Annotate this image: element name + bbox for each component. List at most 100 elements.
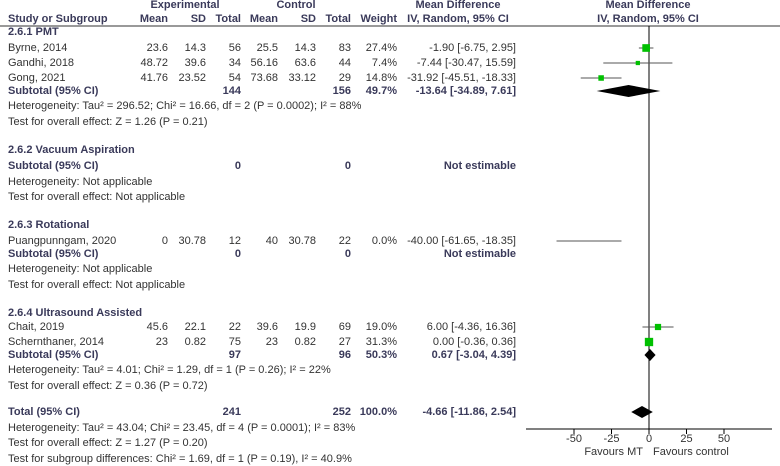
subtotal-md-ci: -13.64 [-34.89, 7.61] — [415, 85, 516, 97]
study-exp-mean: 23.6 — [146, 42, 168, 54]
header-md-method: IV, Random, 95% CI — [407, 13, 509, 25]
study-exp-mean: 0 — [161, 235, 168, 247]
study-exp-sd: 30.78 — [178, 235, 206, 247]
study-ctl-mean: 73.68 — [250, 72, 278, 84]
subgroup-title: 2.6.1 PMT — [8, 26, 59, 38]
study-ctl-mean: 23 — [265, 336, 278, 348]
study-md-ci: 6.00 [-4.36, 16.36] — [426, 321, 516, 333]
header-exp-mean: Mean — [139, 13, 168, 25]
study-md-ci: -40.00 [-61.65, -18.35] — [407, 235, 516, 247]
study-exp-sd: 22.1 — [184, 321, 206, 333]
subtotal-md-ci: Not estimable — [443, 248, 516, 260]
overall-effect-text: Test for overall effect: Z = 1.26 (P = 0… — [8, 116, 208, 128]
subtotal-ctl-total: 156 — [332, 85, 351, 97]
study-ctl-mean: 56.16 — [250, 57, 278, 69]
header-ctl-mean: Mean — [249, 13, 278, 25]
header-mean-difference: Mean Difference — [415, 0, 501, 11]
subgroup-title: 2.6.2 Vacuum Aspiration — [8, 144, 135, 156]
study-name: Puangpunngam, 2020 — [8, 235, 117, 247]
study-name: Schernthaner, 2014 — [8, 336, 105, 348]
heterogeneity-text: Heterogeneity: Not applicable — [8, 176, 153, 188]
subtotal-exp-total: 97 — [228, 349, 241, 361]
total-overall-effect-text: Test for overall effect: Z = 1.27 (P = 0… — [8, 437, 208, 449]
study-exp-total: 75 — [228, 336, 241, 348]
study-exp-mean: 41.76 — [140, 72, 168, 84]
subgroup-title: 2.6.3 Rotational — [8, 219, 90, 231]
heterogeneity-text: Heterogeneity: Not applicable — [8, 263, 153, 275]
study-exp-total: 12 — [228, 235, 241, 247]
study-md-ci: -1.90 [-6.75, 2.95] — [429, 42, 516, 54]
study-ctl-total: 27 — [338, 336, 351, 348]
study-ctl-total: 83 — [338, 42, 351, 54]
header-ctl-sd: SD — [300, 13, 316, 25]
subtotal-ctl-total: 0 — [344, 160, 351, 172]
study-name: Chait, 2019 — [8, 321, 65, 333]
subtotal-ctl-total: 96 — [338, 349, 351, 361]
favours-right-label: Favours control — [653, 446, 729, 458]
subgroup-differences-text: Test for subgroup differences: Chi² = 1.… — [8, 453, 352, 465]
study-ctl-total: 69 — [338, 321, 351, 333]
study-weight: 31.3% — [365, 336, 397, 348]
study-weight: 27.4% — [365, 42, 397, 54]
header-plot-method: IV, Random, 95% CI — [597, 13, 699, 25]
x-tick-label: 50 — [717, 433, 731, 445]
header-exp-sd: SD — [190, 13, 206, 25]
study-ctl-total: 29 — [338, 72, 351, 84]
study-md-ci: -31.92 [-45.51, -18.33] — [407, 72, 516, 84]
study-exp-total: 22 — [228, 321, 241, 333]
study-md-ci: 0.00 [-0.36, 0.36] — [432, 336, 516, 348]
study-exp-mean: 45.6 — [146, 321, 168, 333]
study-ctl-mean: 40 — [265, 235, 278, 247]
header-exp-total: Total — [215, 13, 241, 25]
study-effect-marker — [644, 337, 654, 347]
heterogeneity-text: Heterogeneity: Tau² = 4.01; Chi² = 1.29,… — [8, 364, 331, 376]
overall-effect-text: Test for overall effect: Not applicable — [8, 279, 186, 291]
header-study: Study or Subgroup — [8, 13, 108, 25]
study-exp-sd: 23.52 — [178, 72, 206, 84]
study-ctl-sd: 30.78 — [288, 235, 316, 247]
subtotal-exp-total: 0 — [234, 248, 241, 260]
header-ctl-total: Total — [325, 13, 351, 25]
study-ctl-total: 22 — [338, 235, 351, 247]
study-effect-marker — [598, 75, 604, 81]
overall-effect-text: Test for overall effect: Not applicable — [8, 191, 186, 203]
subtotal-md-ci: Not estimable — [443, 160, 516, 172]
study-exp-total: 34 — [228, 57, 241, 69]
overall-effect-text: Test for overall effect: Z = 0.36 (P = 0… — [8, 380, 208, 392]
x-tick-label: 0 — [645, 433, 653, 445]
subtotal-ctl-total: 0 — [344, 248, 351, 260]
subtotal-md-ci: 0.67 [-3.04, 4.39] — [431, 349, 516, 361]
study-weight: 14.8% — [365, 72, 397, 84]
x-tick-label: -50 — [566, 433, 582, 445]
study-ctl-mean: 39.6 — [256, 321, 278, 333]
study-ctl-mean: 25.5 — [256, 42, 278, 54]
study-exp-mean: 48.72 — [140, 57, 168, 69]
study-effect-marker — [654, 323, 662, 331]
subgroup-title: 2.6.4 Ultrasound Assisted — [8, 307, 143, 319]
study-weight: 19.0% — [365, 321, 397, 333]
subtotal-exp-total: 144 — [222, 85, 241, 97]
study-ctl-sd: 14.3 — [294, 42, 316, 54]
total-heterogeneity-text: Heterogeneity: Tau² = 43.04; Chi² = 23.4… — [8, 422, 356, 434]
study-ctl-sd: 63.6 — [294, 57, 316, 69]
total-label: Total (95% CI) — [8, 406, 80, 418]
study-exp-mean: 23 — [155, 336, 168, 348]
study-ctl-sd: 0.82 — [294, 336, 316, 348]
study-weight: 7.4% — [371, 57, 397, 69]
subtotal-exp-total: 0 — [234, 160, 241, 172]
total-exp-total: 241 — [222, 406, 241, 418]
subtotal-weight: 50.3% — [365, 349, 397, 361]
subtotal-weight: 49.7% — [365, 85, 397, 97]
total-diamond — [631, 406, 653, 418]
x-tick-label: -25 — [603, 433, 620, 445]
subtotal-label: Subtotal (95% CI) — [8, 248, 99, 260]
x-tick-label: 25 — [680, 433, 693, 445]
header-control: Control — [276, 0, 316, 11]
study-ctl-total: 44 — [338, 57, 351, 69]
study-weight: 0.0% — [371, 235, 397, 247]
study-ctl-sd: 33.12 — [288, 72, 316, 84]
subtotal-label: Subtotal (95% CI) — [8, 349, 99, 361]
study-name: Byrne, 2014 — [8, 42, 68, 54]
